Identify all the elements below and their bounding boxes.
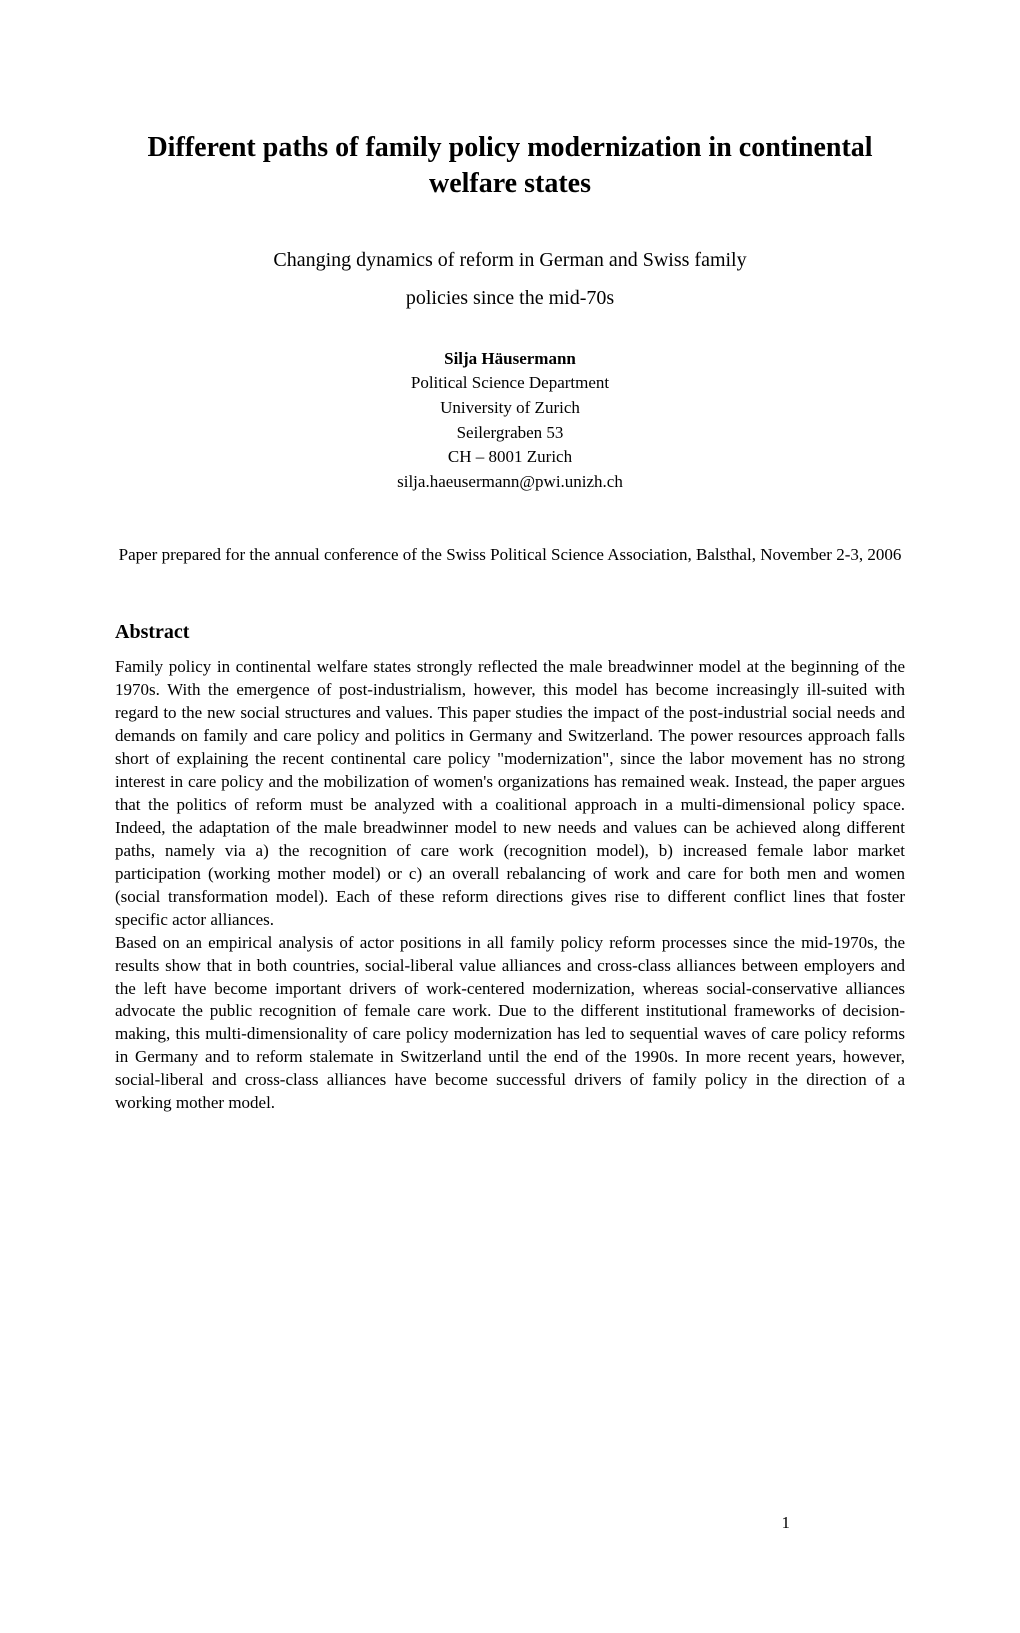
subtitle-line-1: Changing dynamics of reform in German an… — [273, 249, 746, 271]
abstract-para-2: Based on an empirical analysis of actor … — [115, 932, 905, 1116]
subtitle-line-2: policies since the mid-70s — [406, 287, 614, 309]
abstract-para-1: Family policy in continental welfare sta… — [115, 656, 905, 931]
author-email: silja.haeusermann@pwi.unizh.ch — [115, 470, 905, 495]
abstract-heading: Abstract — [115, 621, 905, 644]
page-number: 1 — [782, 1513, 791, 1533]
author-address-1: Seilergraben 53 — [115, 421, 905, 446]
author-name: Silja Häusermann — [115, 347, 905, 372]
author-affiliation-1: Political Science Department — [115, 371, 905, 396]
abstract-body: Family policy in continental welfare sta… — [115, 656, 905, 1115]
page-container: { "title": "Different paths of family po… — [115, 130, 905, 1573]
author-address-2: CH – 8001 Zurich — [115, 445, 905, 470]
author-affiliation-2: University of Zurich — [115, 396, 905, 421]
conference-info: Paper prepared for the annual conference… — [115, 543, 905, 567]
paper-subtitle: Changing dynamics of reform in German an… — [115, 241, 905, 317]
author-block: Silja Häusermann Political Science Depar… — [115, 347, 905, 495]
paper-title: Different paths of family policy moderni… — [115, 130, 905, 203]
